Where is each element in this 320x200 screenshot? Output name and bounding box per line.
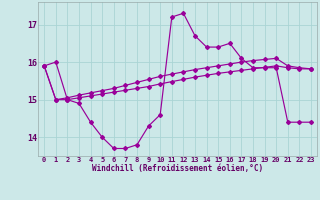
X-axis label: Windchill (Refroidissement éolien,°C): Windchill (Refroidissement éolien,°C) (92, 164, 263, 174)
